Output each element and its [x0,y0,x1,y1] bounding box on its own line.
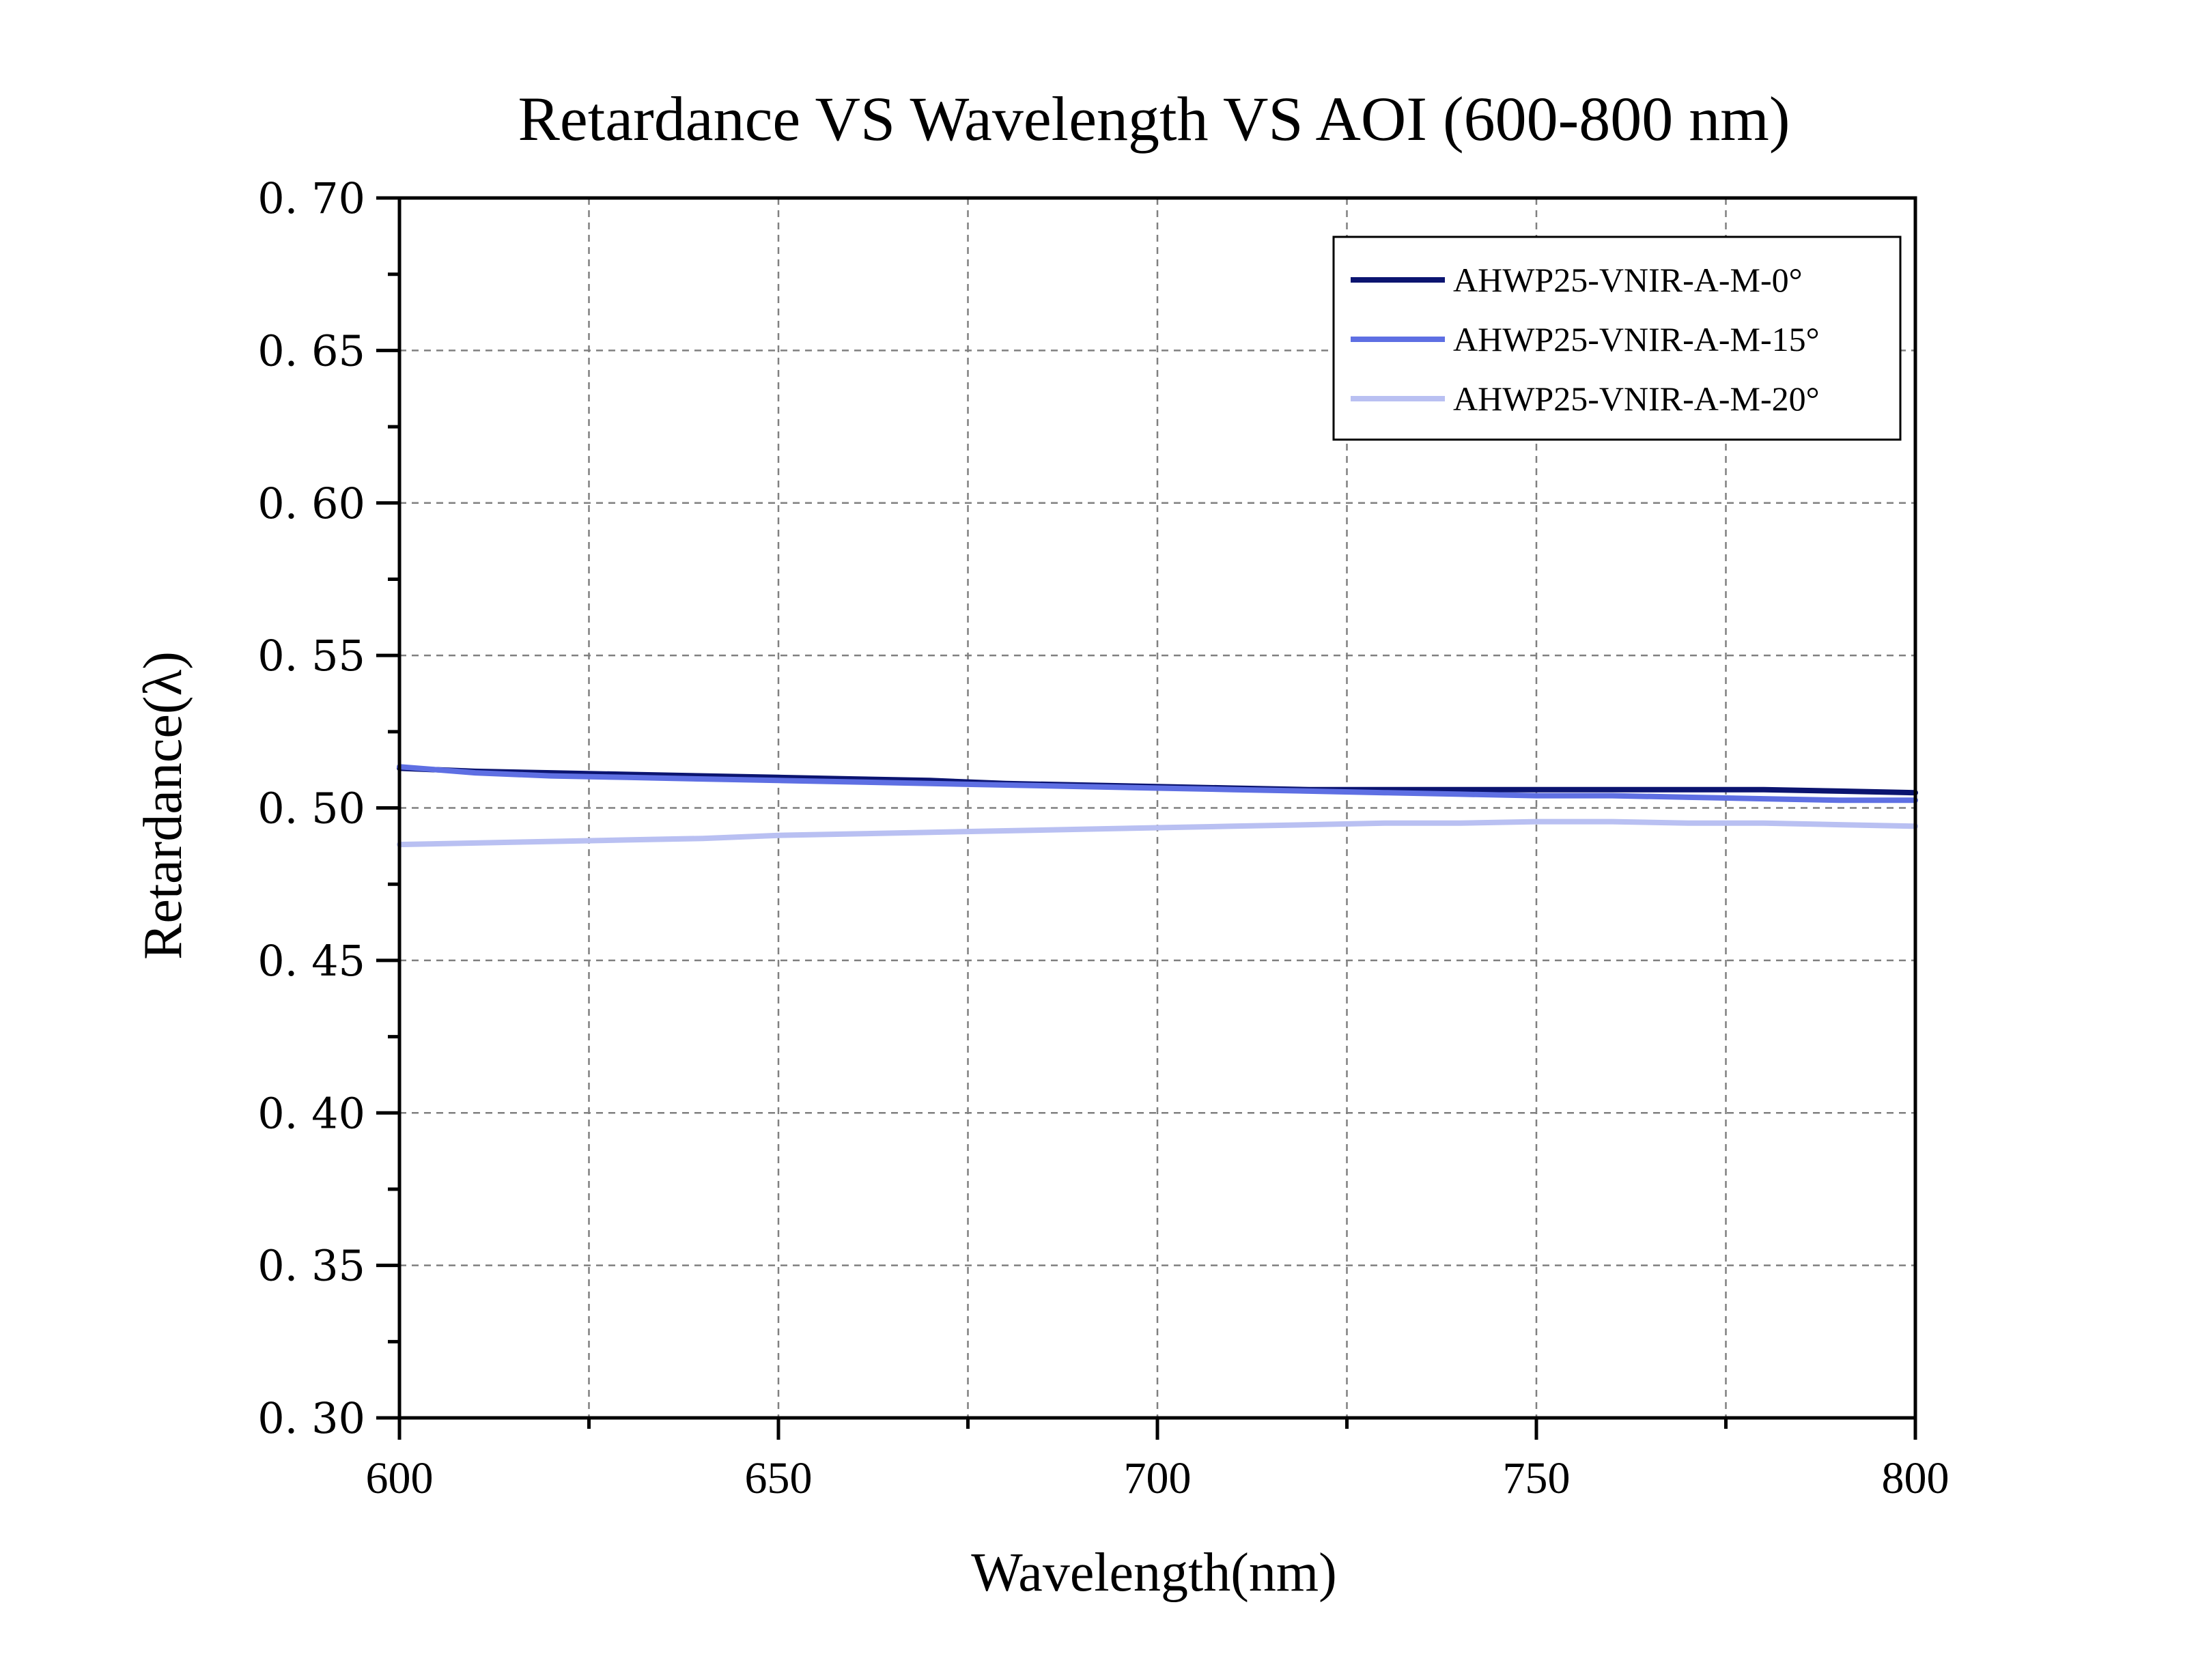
x-tick-label: 750 [1503,1453,1571,1503]
y-tick-label: 0. 70 [257,173,365,223]
legend-label: AHWP25-VNIR-A-M-15° [1453,320,1820,358]
series-line-1 [397,764,1918,803]
axis-ticks: 0. 30 0. 35 0. 40 0. 45 0. 50 0. 55 0. 60 0. 65… [257,173,1949,1503]
legend-label: AHWP25-VNIR-A-M-20° [1453,380,1820,418]
x-tick-label: 600 [366,1453,434,1503]
x-tick-label: 800 [1882,1453,1949,1503]
y-tick-label: 0. 35 [257,1241,365,1291]
x-tick-label: 700 [1124,1453,1192,1503]
y-tick-label: 0. 65 [257,326,365,375]
y-tick-label: 0. 60 [257,479,365,528]
x-axis-title: Wavelength(nm) [971,1543,1337,1603]
series-line-2 [397,818,1918,848]
y-tick-label: 0. 40 [257,1088,365,1138]
y-tick-label: 0. 30 [257,1393,365,1443]
y-tick-label: 0. 55 [257,631,365,681]
legend: AHWP25-VNIR-A-M-0° AHWP25-VNIR-A-M-15° AHW… [1332,236,1902,441]
x-tick-label: 650 [745,1453,813,1503]
y-axis-title: Retardance(λ) [133,651,193,960]
legend-label: AHWP25-VNIR-A-M-0° [1453,261,1803,299]
chart-title: Retardance VS Wavelength VS AOI (600-800… [518,84,1790,154]
y-tick-label: 0. 45 [257,936,365,986]
plot-area [397,764,1918,848]
y-tick-label: 0. 50 [257,784,365,834]
